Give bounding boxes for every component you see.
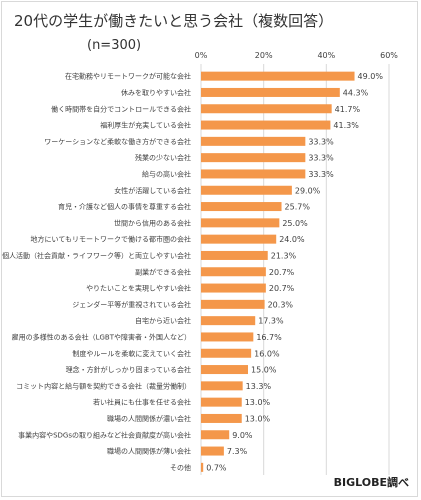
value-label: 29.0% xyxy=(295,186,321,195)
bar xyxy=(201,250,268,260)
bar xyxy=(201,365,248,375)
bar xyxy=(201,332,254,342)
value-label: 17.3% xyxy=(258,317,284,326)
bar xyxy=(201,299,265,309)
value-label: 7.3% xyxy=(227,447,248,456)
value-label: 44.3% xyxy=(343,88,369,97)
value-label: 16.7% xyxy=(256,333,282,342)
category-label: 制度やルールを柔軟に変えていく会社 xyxy=(72,349,191,358)
value-label: 15.0% xyxy=(251,366,277,375)
category-label: コミット内容と給与額を契約できる会社（裁量労働制） xyxy=(16,381,191,390)
bar xyxy=(201,316,256,326)
value-label: 25.0% xyxy=(282,219,308,228)
bar xyxy=(201,234,277,244)
value-label: 24.0% xyxy=(279,235,305,244)
category-label: 働く時間帯を自分でコントロールできる会社 xyxy=(51,104,191,113)
bar xyxy=(201,104,332,114)
category-label: 在宅勤務やリモートワークが可能な会社 xyxy=(65,72,191,81)
category-label: 女性が活躍している会社 xyxy=(114,186,191,195)
value-label: 9.0% xyxy=(232,431,253,440)
value-label: 21.3% xyxy=(271,251,297,260)
value-label: 16.0% xyxy=(254,349,280,358)
category-label: 雇用の多様性のある会社（LGBTや障害者・外国人など） xyxy=(12,332,191,341)
category-label: 職場の人間関係が濃い会社 xyxy=(107,414,191,423)
chart-title: 20代の学生が働きたいと思う会社（複数回答） xyxy=(14,12,334,30)
category-label: 休みを取りやすい会社 xyxy=(121,88,191,97)
category-label: 育児・介護など個人の事情を尊重する会社 xyxy=(58,202,191,211)
value-label: 41.3% xyxy=(333,121,359,130)
bar xyxy=(201,462,204,472)
bar xyxy=(201,136,306,146)
x-tick-label: 40% xyxy=(317,51,335,60)
bar xyxy=(201,153,306,163)
category-label: 給与の高い会社 xyxy=(142,169,191,178)
category-label: 副業ができる会社 xyxy=(135,267,191,276)
bar xyxy=(201,348,252,358)
value-label: 49.0% xyxy=(358,72,384,81)
value-label: 33.3% xyxy=(308,137,334,146)
bar xyxy=(201,381,243,391)
value-label: 0.7% xyxy=(206,463,227,472)
category-label: ワーケーションなど柔軟な働き方ができる会社 xyxy=(44,137,191,146)
bar xyxy=(201,185,292,195)
value-label: 25.7% xyxy=(285,203,311,212)
value-label: 20.7% xyxy=(269,284,295,293)
value-label: 13.0% xyxy=(245,398,271,407)
value-label: 33.3% xyxy=(308,154,334,163)
x-tick-label: 60% xyxy=(380,51,398,60)
category-label: 若い社員にも仕事を任せる会社 xyxy=(93,398,191,407)
category-label: 理念・方針がしっかり固まっている会社 xyxy=(66,365,191,374)
bar xyxy=(201,413,242,423)
sample-size: (n=300) xyxy=(87,38,142,53)
value-label: 20.3% xyxy=(268,300,294,309)
category-label: 個人活動（社会貢献・ライフワーク等）と両立しやすい会社 xyxy=(2,251,191,260)
bar xyxy=(201,169,306,179)
category-label: やりたいことを実現しやすい会社 xyxy=(86,284,191,293)
category-label: 職場の人間関係が薄い会社 xyxy=(107,447,191,456)
bar xyxy=(201,202,282,212)
value-label: 33.3% xyxy=(308,170,334,179)
category-label: 世間から信用のある会社 xyxy=(114,218,191,227)
category-label: ジェンダー平等が重視されている会社 xyxy=(72,300,191,309)
category-label: その他 xyxy=(170,463,191,472)
bar xyxy=(201,430,230,440)
category-label: 自宅から近い会社 xyxy=(135,316,191,325)
value-label: 13.3% xyxy=(246,382,272,391)
bar xyxy=(201,71,355,81)
bar xyxy=(201,446,224,456)
category-label: 事業内容やSDGsの取り組みなど社会貢献度が高い会社 xyxy=(18,430,191,439)
value-label: 20.7% xyxy=(269,268,295,277)
bar xyxy=(201,120,331,130)
bar xyxy=(201,87,340,97)
x-tick-label: 0% xyxy=(195,51,208,60)
category-label: 残業の少ない会社 xyxy=(135,153,191,162)
source-credit: BIGLOBE調べ xyxy=(333,476,409,489)
bar xyxy=(201,397,242,407)
bar xyxy=(201,218,280,228)
bar xyxy=(201,283,266,293)
value-label: 13.0% xyxy=(245,414,271,423)
value-label: 41.7% xyxy=(335,105,361,114)
category-label: 地方にいてもリモートワークで働ける都市圏の会社 xyxy=(31,235,191,244)
x-tick-label: 20% xyxy=(255,51,273,60)
category-label: 福利厚生が充実している会社 xyxy=(100,121,191,130)
bar xyxy=(201,267,266,277)
